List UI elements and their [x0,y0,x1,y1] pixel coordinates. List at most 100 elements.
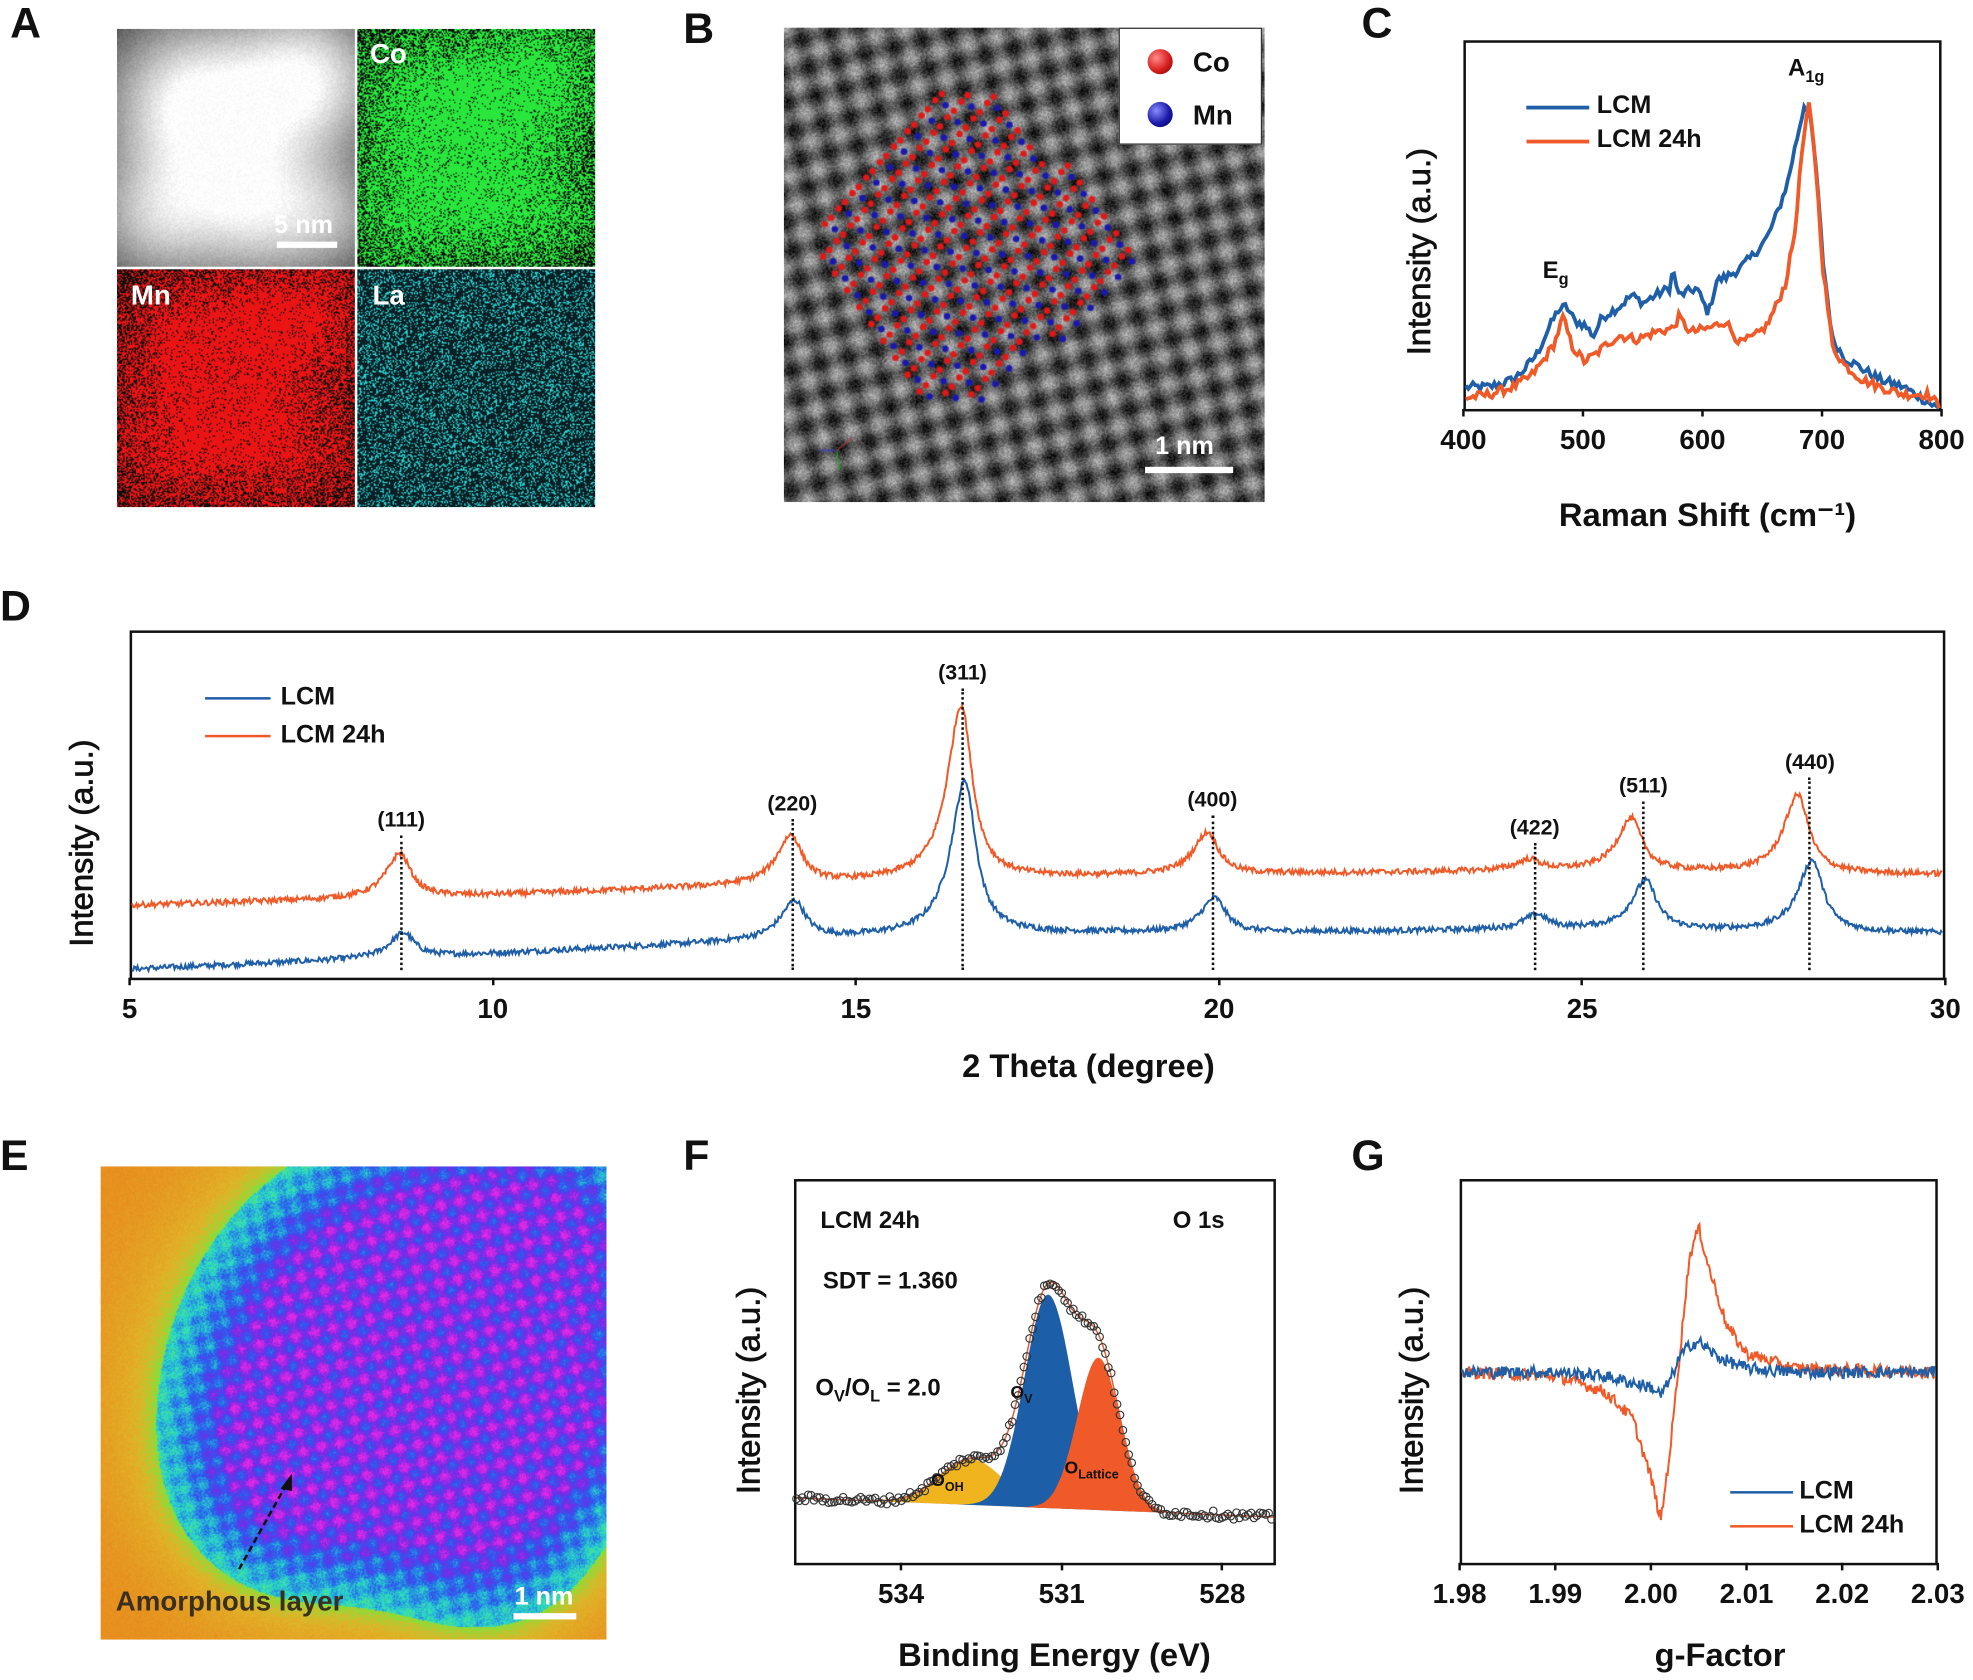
data-point [865,1494,874,1504]
data-point [1194,1512,1203,1521]
legend-label-lcm-24h: LCM 24h [280,721,386,749]
xrd-plot-area [129,630,1946,981]
data-point [1176,1512,1186,1521]
xps-plot-area [792,1179,1276,1566]
series-line-lcm [1461,1334,1936,1398]
mn-eds-map [117,269,355,508]
data-point [1086,1321,1096,1331]
annotation-sub: g [1558,269,1569,288]
reflection-label: (111) [377,808,425,833]
x-tick-label: 1.99 [1528,1577,1583,1610]
panel-label-f: F [683,1132,710,1181]
data-point [1235,1513,1244,1523]
x-tick-mark [1649,1562,1653,1571]
annotation-sub: 1g [1805,66,1825,86]
data-point [803,1490,813,1500]
scale-bar [276,241,338,248]
panel-label-e: E [0,1132,29,1181]
co-eds-map [357,28,596,267]
data-point [1130,1473,1139,1483]
legend-line-lcm [1526,105,1590,110]
reflection-marker-line [1533,842,1536,971]
ratio-value: = 2.0 [886,1375,941,1402]
panel-label-c: C [1361,0,1393,48]
x-tick-mark [128,977,131,986]
x-tick-mark [1820,408,1824,417]
ratio-label: OV/OL = 2.0 [815,1375,941,1406]
x-tick-label: 2.03 [1910,1577,1965,1610]
scale-bar [513,1613,577,1620]
reflection-marker-line [791,818,794,971]
series-line-lcm-24h [131,703,1943,911]
haadf-image [117,28,355,267]
x-tick-label: 534 [877,1577,925,1610]
data-point [1232,1508,1241,1518]
legend-label-lcm: LCM [280,683,336,711]
ratio-b-sub: L [870,1386,881,1406]
data-point [958,1455,967,1465]
x-tick-mark [1462,408,1465,417]
data-point [856,1492,866,1502]
data-point [824,1498,833,1508]
data-point [1267,1514,1276,1524]
ratio-a-sub: V [833,1386,845,1406]
data-point [1057,1288,1067,1298]
data-point [1252,1511,1262,1520]
amorphous-layer-label: Amorphous layer [115,1585,344,1617]
data-point [841,1496,851,1506]
plot-svg [1461,1221,1936,1521]
legend-line-lcm [1730,1491,1794,1494]
x-tick-mark [854,977,858,986]
x-axis-label: 2 Theta (degree) [962,1046,1215,1085]
x-tick-mark [491,977,495,986]
sample-label: LCM 24h [820,1207,921,1235]
colored-hrtem-image [100,1166,607,1640]
tile-label-mn: Mn [130,279,171,311]
series-line-lcm [131,777,1943,974]
data-point [1249,1513,1259,1523]
data-point [905,1488,915,1497]
data-point [891,1498,900,1507]
reflection-label: (440) [1784,749,1835,774]
data-point [1028,1324,1037,1334]
data-point [1156,1505,1166,1514]
component-label: O [931,1469,945,1490]
data-point [818,1496,828,1506]
data-point [1060,1296,1069,1305]
data-point [1159,1510,1169,1519]
data-point [1115,1410,1125,1420]
data-point [1022,1352,1032,1361]
data-point [1095,1332,1104,1342]
epr-plot-area [1459,1179,1938,1566]
data-point [1013,1391,1023,1400]
x-axis-label: Binding Energy (eV) [898,1635,1211,1674]
component-fill-v [796,1294,1274,1518]
data-point [1182,1508,1192,1517]
component-sub: OH [944,1480,964,1495]
data-point [1071,1310,1081,1320]
data-point [1054,1286,1064,1295]
data-point [870,1493,880,1503]
x-tick-mark [1940,408,1943,417]
data-point [1077,1311,1087,1321]
component-label: O [1010,1381,1025,1402]
annotation-eg: Eg [1543,258,1569,288]
panel-label-a: A [10,0,41,48]
x-tick-mark [1581,408,1585,417]
data-point [1106,1368,1116,1378]
x-tick-label: 800 [1918,424,1965,456]
component-sub: V [1024,1392,1033,1407]
legend-label-lcm: LCM [1596,91,1652,120]
data-point [1124,1450,1134,1459]
data-point [1121,1437,1131,1447]
x-axis-label: g-Factor [1654,1635,1786,1674]
x-tick-mark [1944,977,1947,986]
data-point [969,1451,979,1460]
reflection-label: (311) [938,660,987,684]
annotation-text: E [1542,257,1559,285]
region-label: O 1s [1172,1207,1225,1235]
legend-line-lcm-24h [205,734,271,738]
scale-bar-label: 5 nm [274,211,334,240]
data-point [1025,1334,1035,1343]
